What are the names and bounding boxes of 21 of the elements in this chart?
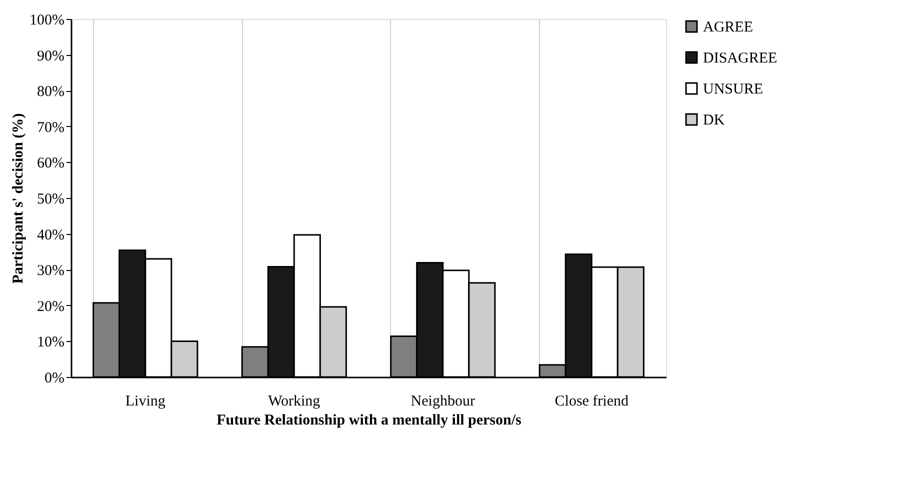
legend-label: DK bbox=[703, 112, 725, 128]
y-axis-title: Participant s' decision (%) bbox=[10, 113, 27, 284]
legend-label: UNSURE bbox=[703, 82, 764, 98]
y-tick-label: 100% bbox=[30, 12, 64, 28]
y-tick-label: 80% bbox=[37, 84, 64, 100]
legend-label: DISAGREE bbox=[703, 50, 778, 66]
x-tick-label: Close friend bbox=[554, 394, 629, 410]
legend-label: AGREE bbox=[703, 20, 753, 36]
y-tick-label: 30% bbox=[37, 263, 64, 280]
x-tick-label: Living bbox=[125, 394, 166, 410]
y-tick-label: 0% bbox=[44, 370, 64, 386]
y-tick-label: 40% bbox=[37, 227, 64, 244]
y-tick-label: 60% bbox=[37, 156, 64, 172]
y-tick-label: 90% bbox=[37, 48, 64, 64]
y-tick-label: 70% bbox=[37, 120, 64, 136]
y-tick-label: 50% bbox=[37, 192, 64, 208]
x-tick-label: Working bbox=[268, 394, 321, 410]
x-tick-label: Neighbour bbox=[410, 394, 475, 410]
y-tick-label: 10% bbox=[37, 334, 64, 351]
y-tick-label: 20% bbox=[37, 298, 64, 315]
x-axis-title: Future Relationship with a mentally ill person/s bbox=[216, 412, 522, 428]
